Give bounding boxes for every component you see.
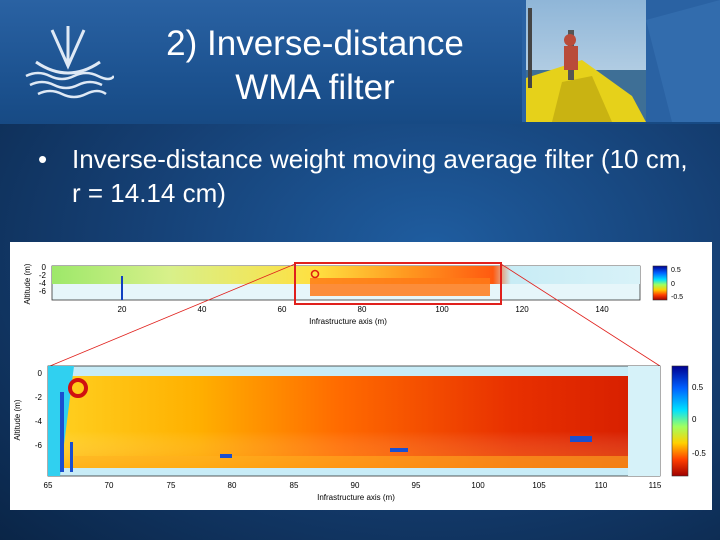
detail-colorbar-tick: -0.5: [692, 449, 706, 458]
detail-marker: [68, 378, 88, 398]
detail-ylabel: Altitude (m): [13, 399, 22, 440]
detail-bottom-noise: [74, 456, 628, 468]
detail-x-tick: 115: [649, 481, 662, 490]
detail-x-tick: 110: [595, 481, 608, 490]
detail-x-tick: 70: [105, 481, 114, 490]
detail-x-tick: 95: [412, 481, 421, 490]
detail-xlabel: Infrastructure axis (m): [317, 493, 395, 502]
detail-y-ticks: 0 -2 -4 -6: [35, 369, 43, 450]
bullet-dot-icon: •: [38, 144, 48, 174]
overview-highlight-box: [294, 262, 502, 305]
detail-streak: [60, 392, 64, 472]
overview-y-tick: -6: [39, 287, 47, 296]
overview-field: [52, 266, 640, 284]
detail-field-shade: [54, 376, 628, 468]
overview-y-tick: 0: [42, 263, 47, 272]
detail-colorbar-tick: 0: [692, 415, 697, 424]
detail-y-tick: -2: [35, 393, 43, 402]
detail-streak: [390, 448, 408, 452]
overview-ylabel: Altitude (m): [23, 263, 32, 304]
detail-streak: [220, 454, 232, 458]
boat-deck-photo-icon: [522, 0, 720, 122]
slide-title: 2) Inverse-distance WMA filter: [130, 22, 500, 110]
overview-x-tick: 20: [118, 305, 127, 314]
overview-y-ticks: 0 -2 -4 -6: [39, 263, 47, 296]
overview-x-tick: 60: [278, 305, 287, 314]
overview-colorbar-tick: 0.5: [671, 267, 681, 274]
overview-colorbar-ticks: 0.5 0 -0.5: [671, 267, 683, 301]
detail-streak: [570, 436, 592, 442]
overview-lower-band: [310, 278, 490, 296]
detail-blue-streaks: [60, 392, 592, 472]
detail-x-tick: 105: [532, 481, 546, 490]
overview-chart: Altitude (m) 0 -2 -4 -6 20 40 60 80 100 …: [23, 262, 683, 326]
detail-x-tick: 90: [351, 481, 360, 490]
detail-x-tick: 75: [167, 481, 176, 490]
title-line-1: 2) Inverse-distance: [166, 24, 464, 63]
overview-x-tick: 140: [595, 305, 609, 314]
overview-x-tick: 40: [198, 305, 207, 314]
detail-x-tick: 100: [471, 481, 485, 490]
overview-x-tick: 80: [358, 305, 367, 314]
zoom-connector-right: [500, 263, 661, 367]
overview-x-ticks: 20 40 60 80 100 120 140: [118, 305, 610, 314]
detail-streak: [70, 442, 73, 472]
detail-right-gap: [628, 366, 660, 476]
zoom-connector-left: [49, 263, 296, 367]
detail-colorbar-tick: 0.5: [692, 383, 704, 392]
detail-x-tick: 85: [290, 481, 299, 490]
title-line-2: WMA filter: [235, 68, 395, 107]
detail-colorbar: [671, 365, 689, 477]
overview-y-tick: -4: [39, 279, 47, 288]
detail-y-tick: -6: [35, 441, 43, 450]
overview-xlabel: Infrastructure axis (m): [309, 317, 387, 326]
bullet-text: Inverse-distance weight moving average f…: [72, 144, 688, 208]
overview-colorbar: [652, 265, 668, 301]
overview-colorbar-tick: 0: [671, 281, 675, 288]
detail-y-tick: 0: [38, 369, 43, 378]
heatmap-figure: Altitude (m) 0 -2 -4 -6 20 40 60 80 100 …: [10, 242, 712, 510]
detail-y-tick: -4: [35, 417, 43, 426]
detail-colorbar-ticks: 0.5 0 -0.5: [692, 383, 706, 458]
boat-wave-logo-icon: [25, 26, 114, 99]
detail-x-tick: 80: [228, 481, 237, 490]
detail-x-tick: 65: [44, 481, 53, 490]
overview-colorbar-tick: -0.5: [671, 294, 683, 301]
overview-x-tick: 100: [435, 305, 449, 314]
overview-marker: [310, 269, 320, 279]
overview-x-tick: 120: [515, 305, 529, 314]
detail-chart: Altitude (m) 0 -2 -4 -6 65 70 75 80 85 9…: [13, 365, 706, 502]
detail-x-ticks: 65 70 75 80 85 90 95 100 105 110 115: [44, 481, 662, 490]
overview-y-tick: -2: [39, 271, 47, 280]
